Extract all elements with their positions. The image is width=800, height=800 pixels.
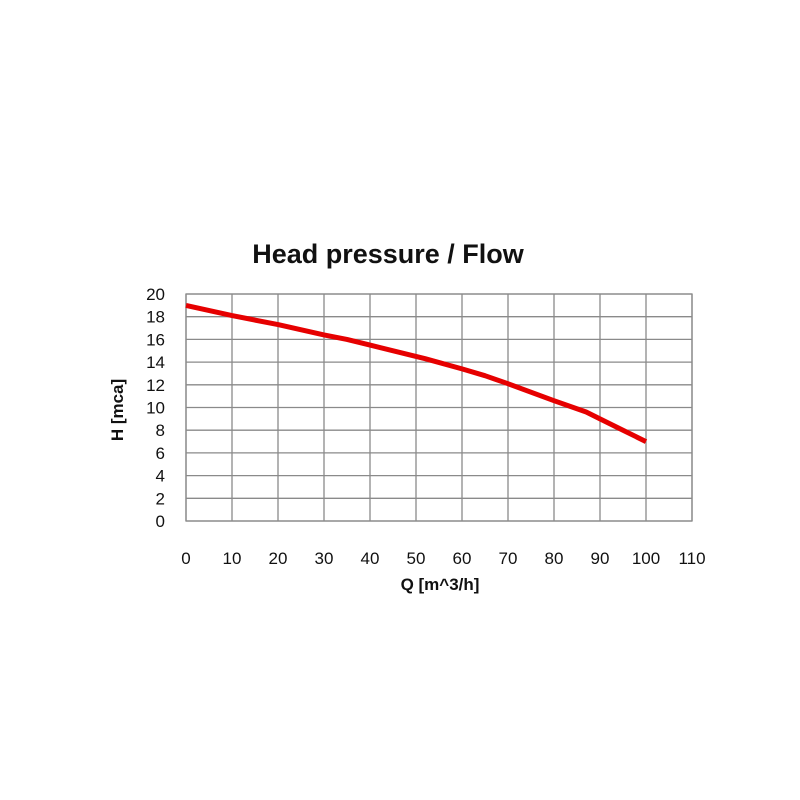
x-tick-label: 80: [545, 549, 564, 568]
y-axis-ticks: 0 2 4 6 8 10 12 14 16 18 20: [146, 285, 165, 531]
y-tick-label: 18: [146, 308, 165, 327]
x-tick-label: 110: [678, 549, 705, 568]
y-tick-label: 2: [156, 489, 165, 508]
y-tick-label: 6: [156, 444, 165, 463]
x-tick-label: 90: [591, 549, 610, 568]
x-axis-ticks: 0 10 20 30 40 50 60 70 80 90 100 110: [181, 549, 705, 568]
x-tick-label: 60: [453, 549, 472, 568]
x-tick-label: 30: [315, 549, 334, 568]
y-axis-label: H [mca]: [108, 379, 127, 441]
series-line: [185, 302, 648, 444]
chart-title: Head pressure / Flow: [252, 239, 525, 269]
y-tick-label: 10: [146, 399, 165, 418]
x-tick-label: 0: [181, 549, 190, 568]
y-tick-label: 0: [156, 512, 165, 531]
y-tick-label: 20: [146, 285, 165, 304]
y-tick-label: 14: [146, 353, 165, 372]
y-tick-label: 16: [146, 330, 165, 349]
y-tick-label: 12: [146, 376, 165, 395]
y-tick-label: 8: [156, 421, 165, 440]
plot-frame: [185, 293, 693, 522]
grid: [185, 293, 693, 522]
x-tick-label: 10: [223, 549, 242, 568]
x-tick-label: 100: [632, 549, 660, 568]
x-tick-label: 70: [499, 549, 518, 568]
x-axis-label: Q [m^3/h]: [401, 575, 480, 594]
x-tick-label: 40: [361, 549, 380, 568]
x-tick-label: 50: [407, 549, 426, 568]
y-tick-label: 4: [156, 467, 165, 486]
x-tick-label: 20: [269, 549, 288, 568]
series-layer: [185, 302, 648, 444]
